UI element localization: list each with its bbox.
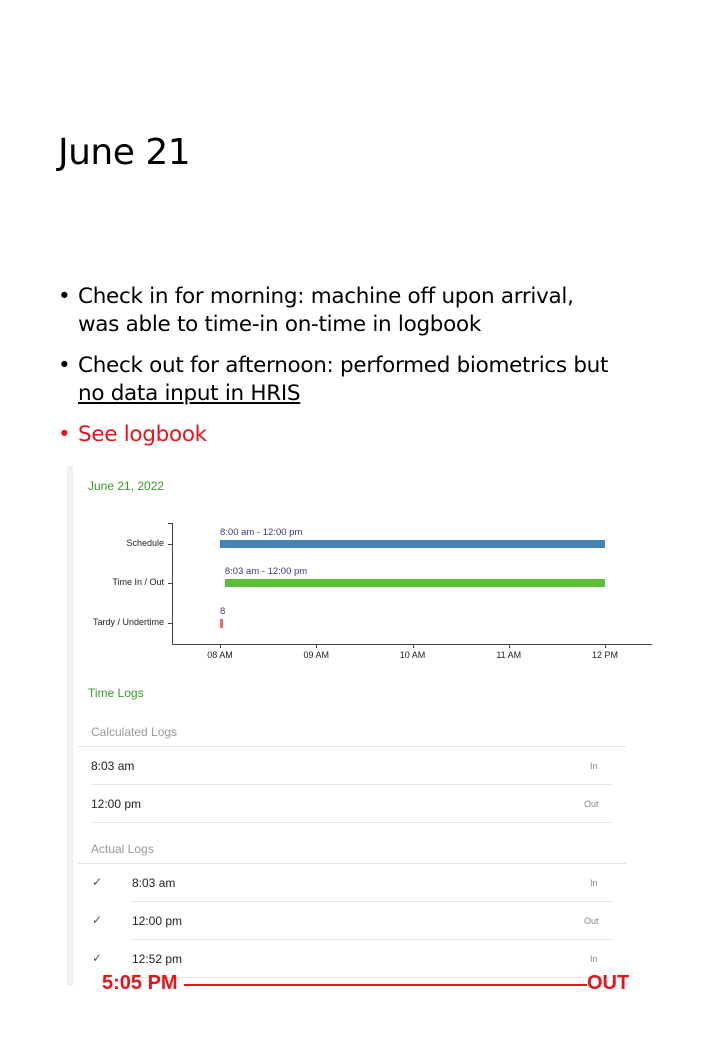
bullet-text: was able to time-in on-time in logbook <box>78 312 482 337</box>
annotation-line <box>184 984 587 986</box>
bullet-text-underlined: no data input in HRIS <box>78 381 301 406</box>
check-icon: ✓ <box>92 913 103 927</box>
y-axis-cap <box>168 523 173 524</box>
slide-title: June 21 <box>58 132 191 173</box>
bullet-text: Check in for morning: machine off upon a… <box>78 284 574 309</box>
actual-log-dir: In <box>590 954 598 964</box>
actual-log-dir: Out <box>584 916 599 926</box>
divider <box>91 784 612 785</box>
time-logs-title: Time Logs <box>88 686 144 700</box>
calc-log-dir: In <box>590 761 598 771</box>
bullet-text: Check out for afternoon: performed biome… <box>78 353 609 378</box>
hris-screenshot <box>67 466 647 986</box>
divider <box>132 939 612 940</box>
x-tick-label: 09 AM <box>303 650 329 660</box>
bar-label: 8:03 am - 12:00 pm <box>224 566 308 577</box>
calc-log-dir: Out <box>584 799 599 809</box>
calculated-logs-title: Calculated Logs <box>91 725 178 739</box>
x-tick-label: 12 PM <box>591 650 618 660</box>
divider <box>91 822 612 823</box>
y-tick-label: Schedule <box>126 538 164 548</box>
y-tick <box>168 623 172 624</box>
x-tick <box>605 644 606 648</box>
check-icon: ✓ <box>92 951 103 965</box>
divider <box>132 977 612 978</box>
bullet-text: See logbook <box>78 422 207 447</box>
y-tick <box>168 583 172 584</box>
calc-log-time: 8:03 am <box>91 759 135 773</box>
actual-log-time: 12:00 pm <box>132 914 183 928</box>
bullet-dot: • <box>58 353 71 378</box>
bullet-dot: • <box>58 284 71 309</box>
y-tick-label: Tardy / Undertime <box>92 617 164 627</box>
bullet-item: • Check in for morning: machine off upon… <box>58 283 698 339</box>
x-tick <box>220 644 221 648</box>
bar-schedule <box>220 540 605 548</box>
x-tick <box>412 644 414 648</box>
chart-date: June 21, 2022 <box>88 479 165 493</box>
bullet-item: • See logbook <box>58 421 698 449</box>
x-tick-label: 08 AM <box>207 650 233 660</box>
check-icon: ✓ <box>92 875 103 889</box>
screenshot-border <box>67 466 73 986</box>
divider <box>78 746 626 747</box>
actual-log-time: 8:03 am <box>132 876 176 890</box>
bullet-list: • Check in for morning: machine off upon… <box>58 283 698 462</box>
bar-label: 8:00 am - 12:00 pm <box>220 527 303 538</box>
divider <box>78 863 626 864</box>
bar-time-in-out <box>224 579 605 587</box>
actual-log-dir: In <box>590 878 598 888</box>
x-axis <box>172 644 652 645</box>
bar-tardy-undertime <box>220 619 224 628</box>
x-tick <box>316 644 318 648</box>
annotation-time: 5:05 PM <box>102 972 178 994</box>
y-tick <box>168 544 172 545</box>
calc-log-time: 12:00 pm <box>91 797 142 811</box>
x-tick <box>508 644 510 648</box>
y-tick-label: Time In / Out <box>112 577 164 587</box>
y-axis <box>172 523 173 644</box>
bar-label: 8 <box>220 606 226 617</box>
x-tick-label: 10 AM <box>399 650 426 660</box>
actual-logs-title: Actual Logs <box>91 842 154 856</box>
x-tick-label: 11 AM <box>496 650 522 660</box>
bullet-item: • Check out for afternoon: performed bio… <box>58 352 698 408</box>
bullet-dot: • <box>58 422 71 447</box>
divider <box>132 901 612 902</box>
actual-log-time: 12:52 pm <box>132 952 183 966</box>
annotation-dir: OUT <box>587 972 630 994</box>
